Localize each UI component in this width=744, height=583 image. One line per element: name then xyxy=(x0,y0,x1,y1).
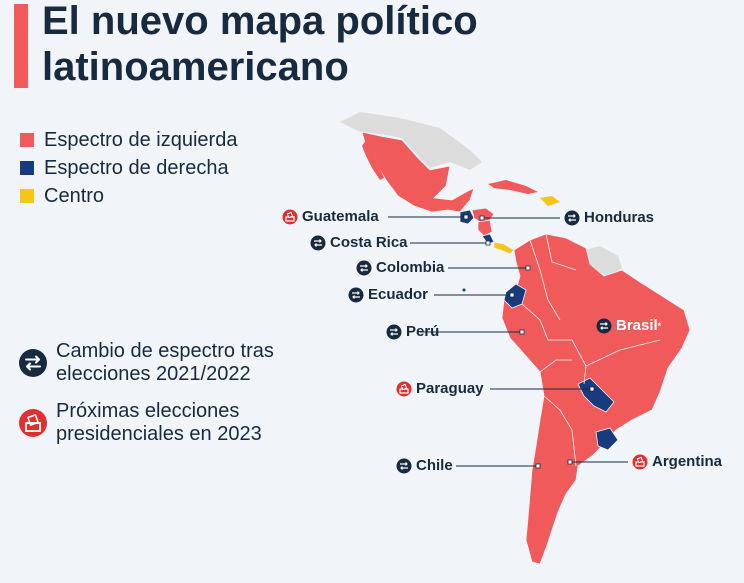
swap-arrows-icon xyxy=(348,287,364,302)
legend-item-center: Centro xyxy=(20,182,237,210)
label-peru-text: Perú xyxy=(406,323,440,340)
legend-swatch-right xyxy=(20,161,34,175)
legend-item-right: Espectro de derecha xyxy=(20,154,237,182)
label-colombia: Colombia xyxy=(356,259,444,276)
label-guatemala: Guatemala xyxy=(282,208,379,225)
legend-label-center: Centro xyxy=(44,184,105,207)
label-paraguay: Paraguay xyxy=(396,380,484,397)
legend-label-right: Espectro de derecha xyxy=(44,156,229,179)
country-mexico xyxy=(361,131,475,213)
label-guatemala-text: Guatemala xyxy=(302,208,379,225)
usa-region xyxy=(340,112,482,170)
legend-label-left: Espectro de izquierda xyxy=(44,128,238,151)
baja-california xyxy=(362,140,384,180)
page-title: El nuevo mapa político latinoamericano xyxy=(42,0,478,89)
label-peru: Perú xyxy=(386,323,439,340)
label-costa-rica-text: Costa Rica xyxy=(330,234,408,251)
legend-item-left: Espectro de izquierda xyxy=(20,126,237,154)
label-brasil: Brasil * xyxy=(596,317,661,334)
label-honduras: Honduras xyxy=(564,209,654,226)
ballot-box-icon xyxy=(396,381,412,396)
label-colombia-text: Colombia xyxy=(376,259,445,276)
label-chile-text: Chile xyxy=(416,457,453,474)
label-honduras-text: Honduras xyxy=(584,209,655,226)
swap-arrows-icon xyxy=(596,318,612,333)
label-paraguay-text: Paraguay xyxy=(416,380,484,397)
label-brasil-text: Brasil xyxy=(616,317,658,334)
swap-arrows-icon xyxy=(356,260,372,275)
swap-arrows-icon xyxy=(564,210,580,225)
legend-swatch-left xyxy=(20,133,34,147)
leader-dots xyxy=(463,214,595,469)
symbol-legend: Cambio de espectro tras elecciones 2021/… xyxy=(18,340,338,460)
symbol-legend-change-label: Cambio de espectro tras elecciones 2021/… xyxy=(56,340,274,385)
swap-arrows-icon xyxy=(310,235,326,250)
country-uruguay xyxy=(595,427,619,451)
label-chile: Chile xyxy=(396,457,453,474)
symbol-legend-election: Próximas elecciones presidenciales en 20… xyxy=(18,400,338,446)
leader-lines xyxy=(388,216,628,467)
swap-arrows-icon xyxy=(386,324,402,339)
color-legend: Espectro de izquierda Espectro de derech… xyxy=(20,126,237,210)
country-paraguay xyxy=(577,377,615,413)
label-costa-rica: Costa Rica xyxy=(310,234,408,251)
symbol-legend-election-label: Próximas elecciones presidenciales en 20… xyxy=(56,400,262,445)
legend-swatch-center xyxy=(20,189,34,203)
title-accent-bar xyxy=(14,4,28,88)
label-ecuador: Ecuador xyxy=(348,286,428,303)
label-argentina-text: Argentina xyxy=(652,453,723,470)
country-panama xyxy=(493,241,515,255)
swap-arrows-icon xyxy=(396,458,412,473)
label-ecuador-text: Ecuador xyxy=(368,286,429,303)
ballot-box-icon xyxy=(282,209,298,224)
country-cuba xyxy=(488,180,538,194)
country-nicaragua xyxy=(477,219,493,237)
ballot-box-icon xyxy=(19,409,47,437)
country-hispaniola xyxy=(540,196,560,206)
swap-arrows-icon xyxy=(19,349,47,377)
label-brasil-note: * xyxy=(657,320,662,331)
label-argentina: Argentina xyxy=(632,453,722,470)
country-borders xyxy=(521,233,661,467)
symbol-legend-change: Cambio de espectro tras elecciones 2021/… xyxy=(18,340,338,386)
galapagos-islands xyxy=(462,288,466,292)
ballot-box-icon xyxy=(632,454,648,469)
